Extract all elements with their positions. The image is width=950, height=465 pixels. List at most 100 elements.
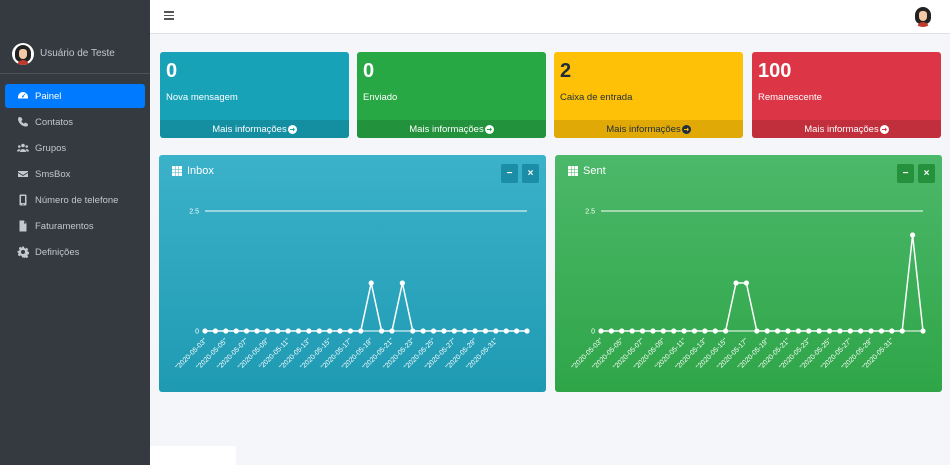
data-point[interactable] [233, 328, 239, 334]
data-point[interactable] [482, 328, 489, 334]
sidebar-item-smsbox[interactable]: SmsBox [5, 162, 145, 186]
data-point[interactable] [650, 328, 656, 334]
sidebar-item-label: SmsBox [35, 168, 71, 180]
data-point[interactable] [503, 328, 509, 334]
data-point[interactable] [212, 328, 218, 334]
data-point[interactable] [619, 328, 625, 334]
grid-icon [172, 166, 182, 176]
card-title-text: Inbox [187, 165, 214, 177]
data-point[interactable] [889, 328, 895, 334]
data-point[interactable] [223, 328, 229, 334]
data-point[interactable] [378, 328, 385, 334]
data-point[interactable] [264, 328, 270, 334]
sidebar-item-grupos[interactable]: Grupos [5, 136, 145, 160]
data-point[interactable] [639, 328, 646, 334]
data-point[interactable] [275, 328, 281, 334]
sidebar-item-numero-de-telefone[interactable]: Número de telefone [5, 188, 145, 212]
data-point[interactable] [389, 328, 395, 334]
hamburger-menu-icon[interactable] [164, 11, 174, 20]
info-box-value: 100 [758, 60, 792, 82]
sent-chart-card: 0 2.5 "2020-05-03" "2020-05-05" "2020-05-07"… [555, 155, 942, 392]
data-point[interactable] [493, 328, 499, 334]
sidebar-item-label: Grupos [35, 142, 67, 154]
data-point[interactable] [410, 328, 416, 334]
user-avatar-button[interactable] [912, 5, 934, 27]
data-point[interactable] [285, 328, 291, 334]
data-point[interactable] [462, 328, 468, 334]
grid-icon [568, 166, 578, 176]
data-point[interactable] [920, 328, 926, 334]
data-point[interactable] [368, 280, 374, 286]
data-point[interactable] [202, 328, 208, 334]
data-point[interactable] [243, 328, 250, 334]
more-info-label: Mais informações [409, 123, 484, 135]
data-point[interactable] [514, 328, 520, 334]
data-point[interactable] [451, 328, 457, 334]
data-point[interactable] [316, 328, 322, 334]
data-point[interactable] [837, 328, 843, 334]
data-point[interactable] [899, 328, 905, 334]
data-point[interactable] [295, 328, 302, 334]
data-point[interactable] [785, 328, 791, 334]
series-line [601, 234, 924, 332]
footer-stub [150, 446, 236, 465]
info-box-enviado: 0 Enviado Mais informações [357, 52, 546, 138]
close-button[interactable]: × [918, 164, 935, 183]
more-info-label: Mais informações [606, 123, 681, 135]
data-point[interactable] [847, 328, 853, 334]
data-point[interactable] [681, 328, 687, 334]
minimize-button[interactable]: − [501, 164, 518, 183]
data-point[interactable] [795, 328, 801, 334]
data-point[interactable] [743, 280, 750, 286]
more-info-link[interactable]: Mais informações [160, 120, 349, 138]
data-point[interactable] [764, 328, 770, 334]
sidebar-item-painel[interactable]: Painel [5, 84, 145, 108]
data-point[interactable] [712, 328, 718, 334]
sidebar-item-label: Contatos [35, 116, 74, 128]
data-point[interactable] [347, 328, 354, 334]
data-point[interactable] [430, 328, 437, 334]
data-point[interactable] [858, 328, 864, 334]
data-point[interactable] [702, 328, 708, 334]
info-box-label: Enviado [363, 92, 398, 103]
data-point[interactable] [806, 328, 812, 334]
data-point[interactable] [629, 328, 635, 334]
more-info-label: Mais informações [212, 123, 287, 135]
sidebar-item-definicoes[interactable]: Definições [5, 240, 145, 264]
sidebar-item-contatos[interactable]: Contatos [5, 110, 145, 134]
sidebar-item-faturamentos[interactable]: Faturamentos [5, 214, 145, 238]
user-name: Usuário de Teste [40, 48, 115, 59]
data-point[interactable] [358, 328, 364, 334]
data-point[interactable] [337, 328, 343, 334]
data-point[interactable] [733, 280, 739, 286]
data-point[interactable] [524, 328, 530, 334]
more-info-link[interactable]: Mais informações [752, 120, 941, 138]
data-point[interactable] [826, 328, 833, 334]
data-point[interactable] [671, 328, 677, 334]
avatar [12, 42, 34, 65]
data-point[interactable] [878, 328, 885, 334]
data-point[interactable] [691, 328, 698, 334]
data-point[interactable] [306, 328, 312, 334]
arrow-circle-right-icon [484, 124, 494, 134]
data-point[interactable] [472, 328, 478, 334]
data-point[interactable] [399, 280, 405, 286]
data-point[interactable] [327, 328, 333, 334]
close-button[interactable]: × [522, 164, 539, 183]
data-point[interactable] [608, 328, 614, 334]
minimize-button[interactable]: − [897, 164, 914, 183]
data-point[interactable] [660, 328, 666, 334]
data-point[interactable] [598, 328, 604, 334]
data-point[interactable] [723, 328, 729, 334]
data-point[interactable] [254, 328, 260, 334]
data-point[interactable] [910, 232, 916, 238]
user-panel[interactable]: Usuário de Teste [0, 34, 150, 74]
data-point[interactable] [441, 328, 447, 334]
data-point[interactable] [754, 328, 760, 334]
data-point[interactable] [868, 328, 874, 334]
more-info-link[interactable]: Mais informações [554, 120, 743, 138]
data-point[interactable] [816, 328, 822, 334]
data-point[interactable] [774, 328, 781, 334]
more-info-link[interactable]: Mais informações [357, 120, 546, 138]
data-point[interactable] [420, 328, 426, 334]
